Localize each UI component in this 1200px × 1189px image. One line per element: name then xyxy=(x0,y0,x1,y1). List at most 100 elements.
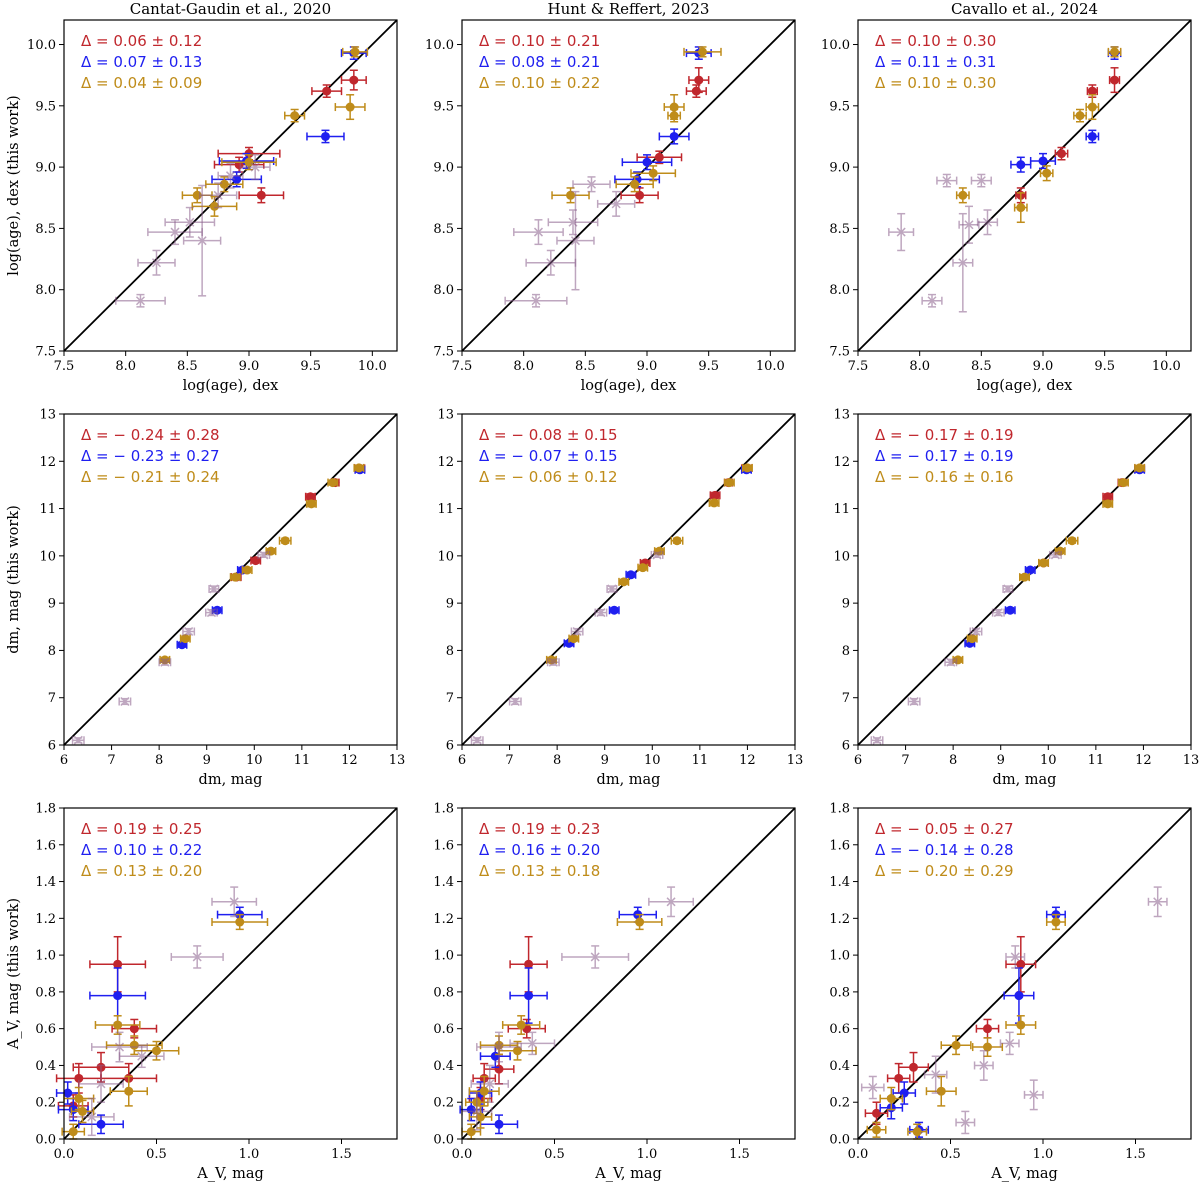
y-tick-label: 0.2 xyxy=(433,1096,454,1111)
dot-marker xyxy=(899,1088,909,1098)
cross-marker xyxy=(229,897,239,907)
data-point xyxy=(278,536,292,546)
dot-marker xyxy=(638,563,648,573)
dot-marker xyxy=(936,1086,946,1096)
cross-marker xyxy=(531,296,541,306)
dot-marker xyxy=(524,959,534,969)
cross-marker xyxy=(971,626,981,637)
data-point xyxy=(969,626,983,637)
dot-marker xyxy=(1016,203,1026,213)
panels-group: Cantat-Gaudin et al., 2020 7.5 8.0 8.5 9.0 9.… xyxy=(6,0,1199,1182)
data-point xyxy=(525,249,577,276)
dot-marker xyxy=(266,546,276,556)
cross-marker xyxy=(982,217,993,227)
y-tick-label: 1.8 xyxy=(433,802,454,817)
y-tick-label: 0.4 xyxy=(433,1059,454,1074)
data-point xyxy=(658,128,690,145)
cross-marker xyxy=(206,608,217,618)
data-point xyxy=(334,94,366,121)
y-tick-label: 1.2 xyxy=(433,912,454,927)
y-tick-label: 1.6 xyxy=(35,838,56,853)
y-tick-label: 1.6 xyxy=(829,838,850,853)
dot-marker xyxy=(1103,492,1113,502)
dot-marker xyxy=(1110,47,1120,57)
data-point xyxy=(470,735,484,745)
dot-marker xyxy=(1087,86,1097,96)
dot-marker xyxy=(654,152,664,162)
data-point xyxy=(966,634,978,644)
dot-marker xyxy=(209,201,219,211)
data-point xyxy=(217,162,244,189)
series-set1 xyxy=(55,935,158,1118)
x-tick-label: 13 xyxy=(787,753,804,768)
x-tick-label: 8 xyxy=(553,753,561,768)
x-tick-label: 10.0 xyxy=(1152,359,1181,374)
x-tick-label: 1.0 xyxy=(1033,1147,1054,1162)
dot-marker xyxy=(742,463,752,473)
cross-marker xyxy=(652,550,662,560)
dot-marker xyxy=(466,1127,476,1137)
data-point xyxy=(311,84,343,98)
dot-marker xyxy=(566,190,576,200)
data-point xyxy=(936,173,958,188)
y-tick-label: 0.6 xyxy=(829,1022,850,1037)
dot-marker xyxy=(513,1046,522,1056)
cross-marker xyxy=(120,696,130,707)
stat-annotation-cantat: Δ = 0.06 ± 0.12 xyxy=(81,32,202,50)
dot-marker xyxy=(305,492,315,502)
data-point xyxy=(1010,156,1032,173)
series-faint xyxy=(504,176,636,308)
data-point xyxy=(1018,572,1031,582)
x-tick-label: 8.5 xyxy=(177,359,198,374)
series-faint xyxy=(888,173,999,313)
y-tick-label: 1.2 xyxy=(35,912,56,927)
dot-marker xyxy=(219,179,229,189)
x-axis-label: A_V, mag xyxy=(594,1166,662,1182)
dot-marker xyxy=(609,605,619,615)
data-point xyxy=(925,1075,957,1107)
x-tick-label: 10 xyxy=(644,753,661,768)
data-point xyxy=(1013,192,1028,224)
axes-frame xyxy=(461,807,796,1140)
dot-marker xyxy=(1135,463,1145,473)
dot-marker xyxy=(894,1073,904,1083)
y-tick-label: 1.8 xyxy=(35,802,56,817)
data-point xyxy=(55,1062,102,1094)
data-point xyxy=(723,478,735,488)
data-point xyxy=(685,84,707,98)
x-tick-label: 7 xyxy=(505,753,513,768)
data-point xyxy=(616,913,663,931)
cross-marker xyxy=(1010,952,1020,962)
x-tick-label: 1.0 xyxy=(637,1147,658,1162)
data-point xyxy=(975,1018,1000,1039)
data-point xyxy=(89,967,147,1024)
dot-marker xyxy=(635,190,645,200)
data-point xyxy=(470,1064,509,1103)
x-tick-label: 10 xyxy=(246,753,263,768)
data-point xyxy=(709,490,721,500)
series-set2 xyxy=(55,906,263,1135)
y-tick-label: 6 xyxy=(446,739,454,754)
data-point xyxy=(182,184,222,297)
data-point xyxy=(1102,492,1114,502)
stat-annotation-cantat: Δ = − 0.24 ± 0.28 xyxy=(81,426,220,444)
data-point xyxy=(305,499,317,509)
dot-marker xyxy=(569,634,579,644)
y-tick-label: 11 xyxy=(39,502,56,517)
y-axis-label: A_V, mag (this work) xyxy=(6,898,22,1050)
dot-marker xyxy=(479,1086,489,1096)
y-tick-label: 8.5 xyxy=(829,222,850,237)
y-tick-label: 0.0 xyxy=(35,1133,56,1148)
cross-marker xyxy=(170,227,180,237)
data-point xyxy=(1073,108,1087,123)
data-point xyxy=(970,173,992,188)
cross-marker xyxy=(1050,550,1060,560)
dot-marker xyxy=(124,1086,134,1096)
dot-marker xyxy=(63,1088,73,1098)
cross-marker xyxy=(527,1038,537,1048)
x-tick-label: 6 xyxy=(854,753,862,768)
dot-marker xyxy=(967,634,977,644)
y-tick-label: 12 xyxy=(39,455,56,470)
dot-marker xyxy=(1103,499,1113,509)
x-tick-label: 8 xyxy=(949,753,957,768)
